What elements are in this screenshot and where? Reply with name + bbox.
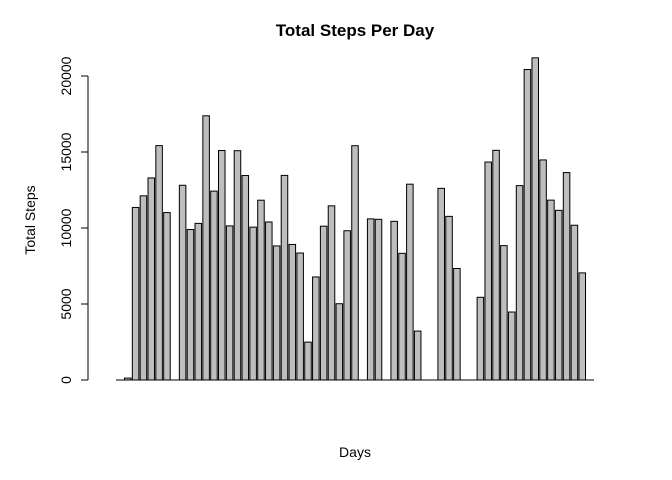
bar-26 [312,276,320,381]
bar-48 [484,161,492,381]
bar-58 [562,172,571,381]
bar-34 [374,218,383,381]
bar-27 [319,225,328,381]
bar-56 [547,199,555,381]
y-tick-label-0: 0 [58,376,74,384]
bar-47 [476,296,485,381]
y-axis: 0 5000 10000 15000 20000 [58,56,89,384]
bar-14 [218,150,226,381]
bar-4 [139,195,148,381]
y-axis-label: Total Steps [22,185,38,254]
bar-10 [186,229,195,381]
bar-42 [437,187,445,381]
y-tick-label-2: 10000 [58,208,74,247]
y-tick-label-3: 15000 [58,132,74,171]
bar-11 [194,222,203,381]
bar-38 [406,183,414,381]
bar-44 [453,267,461,381]
bar-57 [554,209,563,381]
bar-20 [265,221,273,381]
bar-19 [257,199,265,381]
bar-49 [492,149,500,381]
y-tick-label-1: 5000 [58,288,74,319]
bar-43 [445,215,453,381]
bar-12 [202,115,210,381]
bar-54 [531,57,539,381]
bar-9 [178,184,187,381]
bar-21 [272,245,281,381]
bar-59 [570,224,579,381]
y-tick-label-4: 20000 [58,56,74,95]
bar-37 [398,252,406,381]
bar-50 [500,245,508,381]
bar-31 [351,145,359,381]
bar-39 [413,330,422,381]
bar-15 [225,225,234,381]
bar-30 [343,230,351,381]
bar-52 [515,185,524,381]
bar-33 [366,218,375,381]
bar-5 [147,177,156,381]
bar-25 [304,341,312,381]
bar-60 [578,272,587,381]
bar-18 [249,226,257,381]
bar-24 [296,252,304,381]
bar-51 [507,311,516,381]
bar-23 [288,243,297,381]
bar-22 [280,174,289,381]
bar-7 [163,212,171,381]
bar-13 [210,190,218,381]
bar-17 [241,175,250,381]
x-axis-label: Days [339,444,371,460]
bar-6 [155,145,163,381]
bar-29 [335,303,344,381]
bar-16 [233,150,242,381]
chart-title: Total Steps Per Day [276,21,435,40]
bar-55 [539,159,547,381]
bars-group [123,57,587,381]
bar-28 [327,205,336,381]
bar-3 [131,206,140,381]
bar-36 [390,220,398,381]
bar-53 [523,69,532,381]
